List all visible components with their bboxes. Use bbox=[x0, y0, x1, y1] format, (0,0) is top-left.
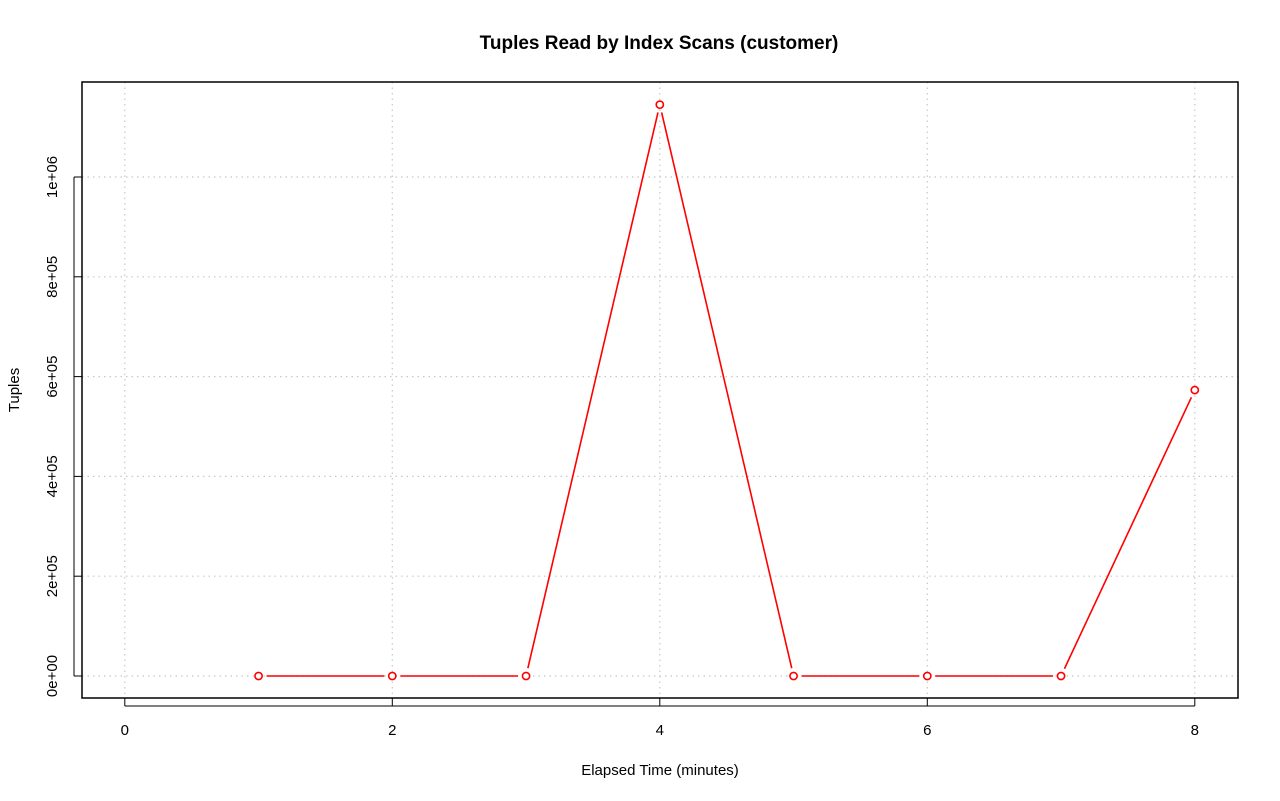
grid bbox=[82, 82, 1238, 698]
y-tick-label: 4e+05 bbox=[44, 455, 61, 497]
y-tick-label: 2e+05 bbox=[44, 555, 61, 597]
y-axis-label: Tuples bbox=[6, 368, 23, 412]
series-layer bbox=[254, 100, 1200, 681]
x-axis-label: Elapsed Time (minutes) bbox=[581, 762, 739, 779]
y-tick-label: 1e+06 bbox=[44, 156, 61, 198]
y-tick-label: 6e+05 bbox=[44, 356, 61, 398]
data-point bbox=[1056, 671, 1066, 681]
x-tick-label: 0 bbox=[121, 722, 129, 739]
x-tick-label: 8 bbox=[1191, 722, 1199, 739]
x-axis: 0 2 4 6 8 bbox=[121, 698, 1199, 739]
data-point bbox=[521, 671, 531, 681]
data-point bbox=[655, 100, 665, 110]
data-point bbox=[1190, 385, 1200, 395]
data-point bbox=[922, 671, 932, 681]
data-point bbox=[254, 671, 263, 681]
x-tick-label: 2 bbox=[388, 722, 396, 739]
series-line-segment bbox=[660, 112, 793, 669]
y-tick-label: 8e+05 bbox=[44, 256, 61, 298]
data-point bbox=[387, 671, 397, 681]
chart-title: Tuples Read by Index Scans (customer) bbox=[480, 33, 839, 54]
plot-frame bbox=[81, 81, 1239, 699]
x-tick-label: 4 bbox=[656, 722, 664, 739]
series-line-segment bbox=[1063, 396, 1193, 670]
y-tick-label: 0e+00 bbox=[44, 655, 61, 697]
data-point bbox=[789, 671, 798, 681]
y-axis: 0e+00 2e+05 4e+05 6e+05 8e+05 1e+06 bbox=[44, 156, 82, 697]
x-tick-label: 6 bbox=[923, 722, 931, 739]
series-line-segment bbox=[527, 112, 659, 669]
